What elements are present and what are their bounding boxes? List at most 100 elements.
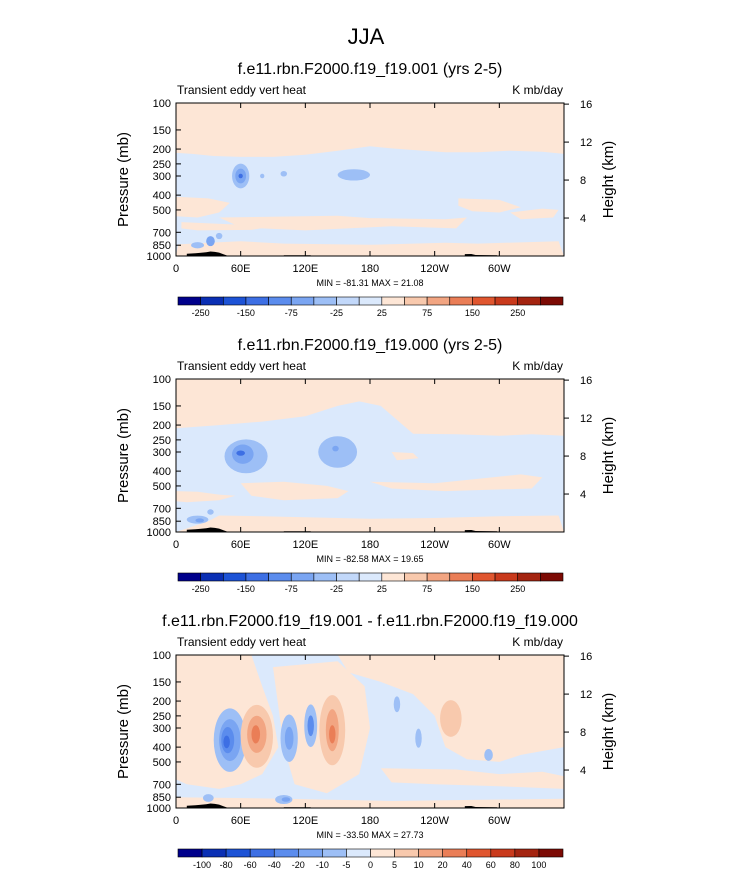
panel-title: f.e11.rbn.F2000.f19_f19.001 (yrs 2-5) bbox=[238, 61, 503, 78]
y-tick-label: 700 bbox=[153, 779, 171, 791]
x-tick-label: 60W bbox=[488, 539, 511, 551]
colorbar-swatch-3 bbox=[222, 296, 247, 306]
y-tick-label: 300 bbox=[153, 447, 171, 459]
colorbar-label: 150 bbox=[465, 308, 480, 318]
colorbar-label: -40 bbox=[268, 860, 281, 870]
colorbar-label: -80 bbox=[220, 860, 233, 870]
contour-blob-26 bbox=[281, 797, 291, 802]
height-axis-label: Height (km) bbox=[600, 693, 617, 771]
y-tick-label: 250 bbox=[153, 711, 171, 723]
x-tick-label: 60E bbox=[231, 539, 251, 551]
topography-block-1 bbox=[186, 527, 228, 532]
contour-blob-14 bbox=[284, 726, 294, 750]
colorbar-label: -60 bbox=[244, 860, 257, 870]
contour-region-5 bbox=[391, 452, 419, 461]
colorbar-swatch-11 bbox=[404, 296, 428, 306]
x-tick-label: 60W bbox=[488, 815, 511, 827]
y-tick-label: 1000 bbox=[147, 527, 171, 539]
contour-blob-11 bbox=[337, 169, 371, 181]
y-tick-label: 300 bbox=[153, 171, 171, 183]
y-axis-label: Pressure (mb) bbox=[115, 132, 132, 227]
y-tick-label: 500 bbox=[153, 205, 171, 217]
colorbar-label: -10 bbox=[316, 860, 329, 870]
x-tick-label: 120W bbox=[420, 815, 449, 827]
colorbar-swatch-6 bbox=[290, 296, 315, 306]
colorbar-label: 150 bbox=[465, 584, 480, 594]
colorbar-label: -25 bbox=[330, 584, 343, 594]
contour-blob-9 bbox=[223, 735, 230, 749]
colorbar-swatch-5 bbox=[273, 848, 299, 858]
height-tick-label: 12 bbox=[580, 689, 592, 701]
y-tick-label: 700 bbox=[153, 227, 171, 239]
height-tick-label: 4 bbox=[580, 489, 586, 501]
colorbar-label: 25 bbox=[377, 308, 387, 318]
x-tick-label: 0 bbox=[173, 263, 179, 275]
colorbar-label: 40 bbox=[462, 860, 472, 870]
panel-title: f.e11.rbn.F2000.f19_f19.000 (yrs 2-5) bbox=[238, 337, 503, 354]
contour-region-2 bbox=[176, 491, 236, 503]
y-tick-label: 850 bbox=[153, 240, 171, 252]
colorbar-label: -25 bbox=[330, 308, 343, 318]
min-max-label: MIN = -81.31 MAX = 21.08 bbox=[316, 278, 423, 288]
colorbar-label: 250 bbox=[510, 308, 525, 318]
contour-blob-19 bbox=[329, 725, 336, 744]
colorbar-swatch-1 bbox=[177, 848, 203, 858]
colorbar-swatch-13 bbox=[466, 848, 492, 858]
colorbar-swatch-11 bbox=[418, 848, 443, 858]
colorbar-label: -20 bbox=[292, 860, 305, 870]
topography-block-1 bbox=[186, 251, 228, 256]
colorbar-swatch-15 bbox=[494, 296, 519, 306]
y-tick-label: 1000 bbox=[147, 251, 171, 263]
colorbar-swatch-16 bbox=[517, 296, 541, 306]
colorbar-swatch-8 bbox=[346, 848, 371, 858]
colorbar-swatch-9 bbox=[358, 296, 383, 306]
contour-blob-14 bbox=[191, 242, 205, 249]
colorbar-swatch-5 bbox=[268, 296, 292, 306]
contour-blob-11 bbox=[332, 445, 339, 452]
colorbar-swatch-6 bbox=[298, 848, 323, 858]
contour-region-4 bbox=[219, 215, 467, 231]
contour-field bbox=[176, 103, 564, 256]
height-tick-label: 12 bbox=[580, 413, 592, 425]
contour-region-2 bbox=[176, 196, 230, 218]
colorbar-label: -5 bbox=[342, 860, 350, 870]
y-tick-label: 200 bbox=[153, 144, 171, 156]
colorbar-label: 10 bbox=[414, 860, 424, 870]
contour-blob-10 bbox=[318, 436, 358, 468]
colorbar-label: -250 bbox=[192, 308, 210, 318]
colorbar-label: 25 bbox=[377, 584, 387, 594]
contour-region-5 bbox=[176, 797, 564, 808]
contour-blob-16 bbox=[307, 715, 314, 737]
contour-blob-23 bbox=[415, 728, 422, 748]
colorbar-label: 5 bbox=[392, 860, 397, 870]
y-tick-label: 500 bbox=[153, 757, 171, 769]
contour-blob-13 bbox=[195, 518, 205, 523]
height-tick-label: 16 bbox=[580, 375, 592, 387]
colorbar-swatch-12 bbox=[426, 572, 451, 582]
contour-blob-20 bbox=[393, 696, 401, 713]
panel-title: f.e11.rbn.F2000.f19_f19.001 - f.e11.rbn.… bbox=[162, 613, 578, 630]
contour-region-1 bbox=[176, 379, 564, 436]
x-tick-label: 60E bbox=[231, 815, 251, 827]
y-tick-label: 150 bbox=[153, 677, 171, 689]
contour-region-3 bbox=[181, 222, 273, 231]
colorbar-swatch-9 bbox=[358, 572, 383, 582]
y-tick-label: 150 bbox=[153, 401, 171, 413]
x-tick-label: 180 bbox=[361, 263, 379, 275]
contour-field bbox=[176, 655, 564, 808]
variable-label: Transient eddy vert heat bbox=[177, 359, 307, 373]
y-tick-label: 850 bbox=[153, 792, 171, 804]
colorbar-swatch-15 bbox=[514, 848, 540, 858]
colorbar-swatch-12 bbox=[426, 296, 451, 306]
variable-label: Transient eddy vert heat bbox=[177, 83, 307, 97]
x-tick-label: 120E bbox=[292, 539, 318, 551]
colorbar-swatch-12 bbox=[442, 848, 468, 858]
x-tick-label: 60W bbox=[488, 263, 511, 275]
x-tick-label: 60E bbox=[231, 263, 251, 275]
contour-region-1 bbox=[176, 103, 564, 157]
colorbar-label: -75 bbox=[285, 308, 298, 318]
colorbar-swatch-10 bbox=[394, 848, 419, 858]
units-label: K mb/day bbox=[512, 635, 563, 649]
contour-region-3 bbox=[240, 481, 349, 501]
colorbar-swatch-10 bbox=[381, 572, 405, 582]
